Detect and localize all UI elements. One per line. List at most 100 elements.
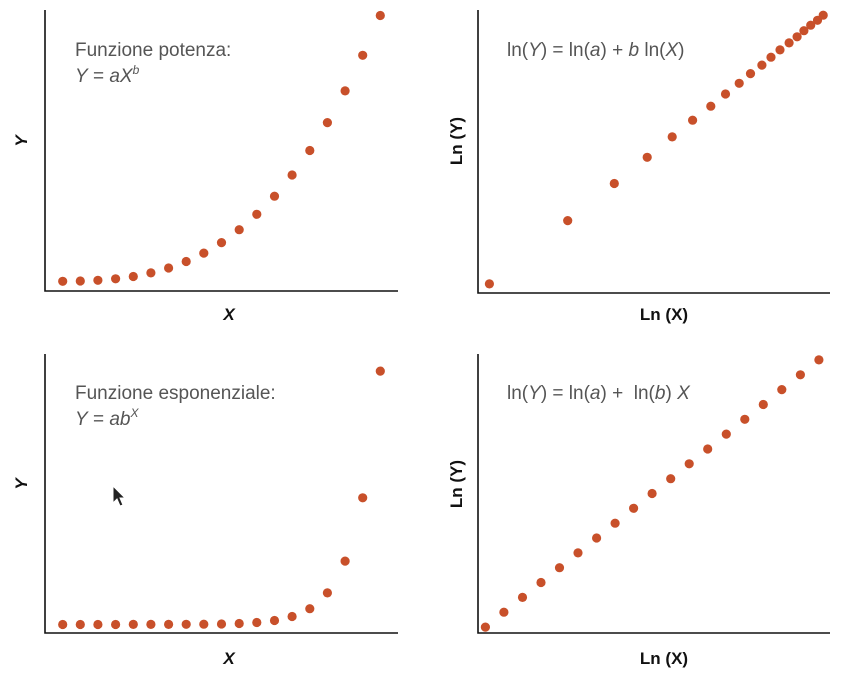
data-point	[814, 355, 824, 365]
data-point	[375, 366, 385, 376]
panel-exponential-semilog: ln(Y) = ln(a) + ln(b) X Ln (X) Ln (Y)	[447, 354, 830, 668]
annotation-exponential-semilog-equation: ln(Y) = ln(a) + ln(b) X	[507, 383, 691, 404]
data-point	[666, 474, 676, 484]
points-power-loglog	[484, 10, 828, 289]
data-point	[93, 275, 103, 285]
data-point	[799, 26, 809, 36]
data-point	[164, 619, 174, 630]
data-point	[703, 444, 713, 454]
data-point	[93, 619, 103, 630]
data-point	[164, 263, 174, 273]
y-axis-label-power: Y	[12, 134, 31, 147]
data-point	[146, 619, 156, 630]
data-point	[322, 588, 332, 598]
data-point	[58, 619, 68, 630]
data-point	[775, 45, 785, 55]
data-point	[795, 370, 806, 380]
data-point	[592, 533, 602, 543]
y-axis-label-exponential: Y	[12, 477, 31, 490]
data-point	[181, 619, 191, 629]
data-point	[536, 577, 546, 588]
x-axis-label-exponential: X	[222, 649, 236, 668]
data-point	[647, 488, 657, 499]
data-point	[322, 118, 332, 128]
data-point	[766, 52, 776, 62]
data-point	[375, 10, 385, 21]
data-point	[721, 429, 731, 439]
data-point	[146, 268, 156, 278]
data-point	[484, 279, 494, 289]
data-point	[554, 563, 565, 573]
data-point	[305, 145, 315, 156]
data-point	[216, 619, 227, 629]
panel-exponential-function: Funzione esponenziale: Y = abX X Y	[12, 354, 398, 668]
annotation-power-title: Funzione potenza:	[75, 40, 231, 61]
panel-power-loglog: ln(Y) = ln(a) + b ln(X) Ln (X) Ln (Y)	[447, 10, 830, 324]
data-point	[706, 101, 716, 111]
data-point	[199, 248, 209, 258]
data-point	[784, 38, 794, 48]
data-point	[216, 238, 227, 248]
data-point	[573, 548, 583, 558]
annotation-power-equation: Y = aXb	[75, 63, 140, 87]
axes-exponential	[44, 354, 398, 634]
data-point	[305, 604, 315, 614]
data-point	[340, 556, 350, 566]
data-point	[806, 20, 816, 30]
panel-power-function: Funzione potenza: Y = aXb X Y	[12, 10, 398, 324]
data-point	[609, 178, 619, 189]
data-point	[287, 170, 297, 180]
annotation-exponential-title: Funzione esponenziale:	[75, 383, 276, 404]
data-point	[517, 592, 528, 603]
data-point	[234, 225, 244, 235]
data-point	[358, 50, 368, 60]
data-point	[111, 274, 121, 284]
data-point	[58, 276, 68, 286]
y-axis-label-exponential-semilog: Ln (Y)	[447, 460, 466, 508]
annotation-power-loglog-equation: ln(Y) = ln(a) + b ln(X)	[507, 40, 684, 61]
axes-exponential-semilog	[477, 354, 830, 634]
data-point	[684, 459, 694, 469]
points-exponential-semilog	[480, 355, 824, 632]
data-point	[181, 256, 191, 267]
data-point	[688, 115, 698, 125]
data-point	[287, 611, 297, 622]
x-axis-label-power-loglog: Ln (X)	[640, 305, 688, 324]
data-point	[111, 619, 121, 630]
data-point	[757, 60, 767, 70]
annotation-exponential-equation: Y = abX	[75, 406, 139, 430]
data-point	[667, 132, 677, 142]
data-point	[199, 619, 209, 629]
y-axis-label-power-loglog: Ln (Y)	[447, 117, 466, 165]
data-point	[499, 607, 509, 617]
data-point	[563, 216, 573, 226]
data-point	[740, 414, 750, 424]
data-point	[610, 518, 620, 528]
data-point	[720, 89, 731, 99]
points-power	[58, 10, 385, 286]
points-exponential	[58, 366, 385, 630]
data-point	[128, 271, 138, 282]
data-point	[480, 622, 490, 632]
x-axis-label-power: X	[222, 305, 236, 324]
data-point	[358, 493, 368, 503]
data-point	[340, 86, 350, 96]
axes-power	[44, 10, 398, 292]
data-point	[818, 10, 828, 20]
x-axis-label-exponential-semilog: Ln (X)	[640, 649, 688, 668]
data-point	[269, 615, 280, 626]
axes-power-loglog	[477, 10, 830, 294]
data-point	[642, 152, 652, 162]
mouse-cursor-icon	[112, 484, 127, 507]
data-point	[792, 32, 802, 42]
data-point	[75, 276, 85, 286]
data-point	[758, 399, 768, 410]
data-point	[234, 618, 244, 629]
data-point	[252, 209, 262, 219]
data-point	[777, 385, 787, 395]
data-point	[629, 503, 639, 513]
data-point	[75, 619, 85, 630]
data-point	[252, 617, 262, 628]
data-point	[269, 191, 280, 201]
